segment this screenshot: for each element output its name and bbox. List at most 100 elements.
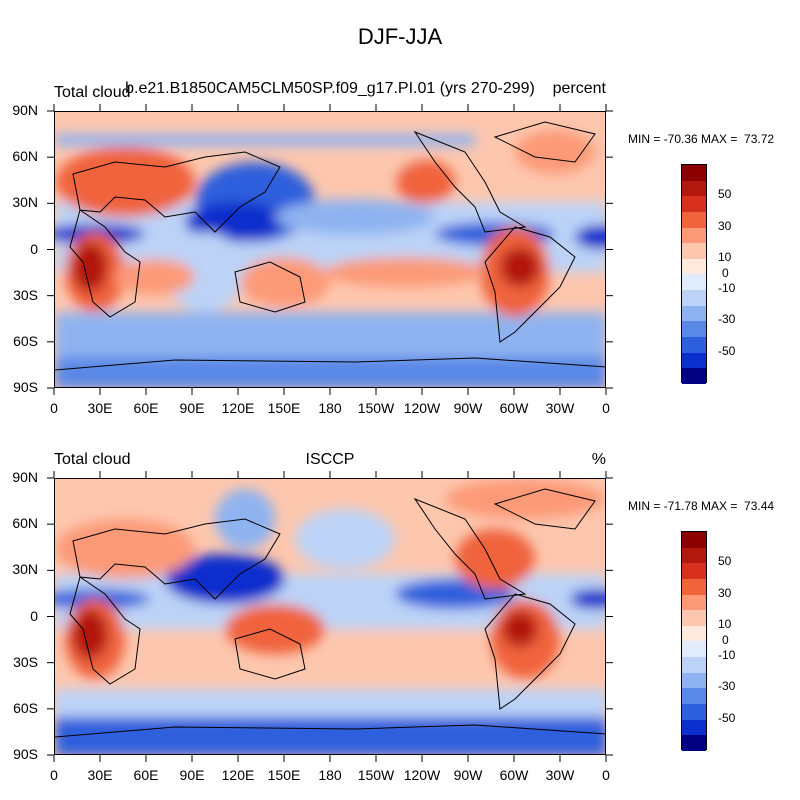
colorbar-segment — [682, 625, 706, 642]
colorbar-segment — [682, 672, 706, 689]
lon-tick-label: 60E — [133, 767, 159, 783]
colorbar-label: -10 — [718, 281, 736, 296]
map-field-model[interactable] — [54, 111, 606, 388]
lat-tick-label: 30N — [12, 561, 38, 578]
colorbar-segment — [682, 196, 706, 212]
colorbar-segment — [682, 735, 706, 751]
colorbar-segment — [682, 227, 706, 244]
colorbar-label: 30 — [718, 218, 732, 233]
colorbar-segment — [682, 688, 706, 705]
colorbar-label: 0 — [722, 632, 729, 647]
colorbar-segment — [682, 610, 706, 626]
lon-tick-label: 150E — [267, 767, 301, 783]
lat-tick-label: 0 — [30, 240, 38, 257]
colorbar-segment — [682, 594, 706, 611]
colorbar-segment — [682, 211, 706, 228]
lon-tick-label: 30E — [87, 767, 113, 783]
lon-tick-label: 60E — [133, 400, 159, 416]
lon-tick-label: 150E — [267, 400, 301, 416]
panel-minmax: MIN = -71.78 MAX = 73.44 — [628, 499, 775, 513]
lon-tick-label: 90E — [179, 767, 205, 783]
lon-tick-label: 150W — [357, 400, 395, 416]
panel-observations: Total cloud ISCCP % MIN = -71.78 MAX = 7… — [0, 367, 800, 755]
colorbar-segment — [682, 274, 706, 291]
lon-tick-label: 180 — [318, 400, 342, 416]
colorbar-segment — [682, 563, 706, 579]
lat-tick-label: 90N — [12, 102, 38, 118]
colorbar — [681, 531, 707, 751]
lon-tick-label: 0 — [50, 767, 58, 783]
lon-tick-label: 120W — [403, 767, 441, 783]
lon-tick-label: 30W — [545, 400, 575, 416]
lat-tick-label: 90N — [12, 469, 38, 485]
lon-tick-label: 30E — [87, 400, 113, 416]
colorbar — [681, 164, 707, 384]
lon-tick-label: 0 — [602, 400, 610, 416]
lat-tick-label: 60S — [13, 332, 38, 349]
contour-map — [55, 479, 605, 754]
colorbar-segment — [682, 657, 706, 673]
lon-tick-label: 120W — [403, 400, 441, 416]
colorbar-segment — [682, 641, 706, 658]
colorbar-label: 30 — [718, 585, 732, 600]
lat-tick-label: 30S — [13, 653, 38, 670]
lon-tick-label: 90W — [453, 400, 483, 416]
colorbar-segment — [682, 532, 706, 548]
colorbar-segment — [682, 719, 706, 736]
panel-variable-label: Total cloud — [54, 84, 131, 101]
lat-tick-label: 90S — [13, 379, 38, 395]
panel-units-label: % — [591, 451, 606, 468]
lon-tick-label: 150W — [357, 767, 395, 783]
colorbar-segment — [682, 578, 706, 595]
colorbar-segment — [682, 258, 706, 275]
lon-tick-label: 90E — [179, 400, 205, 416]
colorbar-segment — [682, 243, 706, 259]
lat-tick-label: 0 — [30, 607, 38, 624]
colorbar-segment — [682, 305, 706, 322]
colorbar-segment — [682, 180, 706, 197]
colorbar-label: 10 — [718, 616, 732, 631]
colorbar-label: 0 — [722, 265, 729, 280]
contour-map — [55, 112, 605, 387]
colorbar-segment — [682, 337, 706, 353]
panel-variable-label: Total cloud — [54, 451, 131, 468]
lat-tick-label: 90S — [13, 746, 38, 762]
lon-tick-label: 120E — [221, 767, 255, 783]
colorbar-segment — [682, 352, 706, 369]
lon-tick-label: 90W — [453, 767, 483, 783]
lon-tick-label: 60W — [499, 400, 529, 416]
colorbar-segment — [682, 704, 706, 720]
lon-tick-label: 30W — [545, 767, 575, 783]
colorbar-segment — [682, 368, 706, 384]
lat-tick-label: 60S — [13, 699, 38, 716]
lat-tick-label: 60N — [12, 515, 38, 532]
colorbar-label: -50 — [718, 343, 736, 358]
lat-tick-label: 30N — [12, 194, 38, 211]
panel-case-label: b.e21.B1850CAM5CLM50SP.f09_g17.PI.01 (yr… — [125, 80, 535, 97]
panel-case-label: ISCCP — [305, 451, 355, 468]
colorbar-label: -30 — [718, 312, 736, 327]
colorbar-label: 50 — [718, 554, 732, 569]
lon-tick-label: 0 — [602, 767, 610, 783]
colorbar-segment — [682, 547, 706, 564]
lon-tick-label: 120E — [221, 400, 255, 416]
lat-tick-label: 60N — [12, 148, 38, 165]
colorbar-label: -50 — [718, 710, 736, 725]
panel-model: Total cloud b.e21.B1850CAM5CLM50SP.f09_g… — [0, 0, 800, 388]
colorbar-label: 10 — [718, 249, 732, 264]
lat-tick-label: 30S — [13, 286, 38, 303]
colorbar-segment — [682, 165, 706, 181]
map-field-observations[interactable] — [54, 478, 606, 755]
colorbar-segment — [682, 290, 706, 306]
colorbar-label: -30 — [718, 679, 736, 694]
lon-tick-label: 60W — [499, 767, 529, 783]
colorbar-label: 50 — [718, 187, 732, 202]
lon-tick-label: 180 — [318, 767, 342, 783]
lon-tick-label: 0 — [50, 400, 58, 416]
colorbar-segment — [682, 321, 706, 338]
panel-units-label: percent — [552, 80, 606, 97]
panel-minmax: MIN = -70.36 MAX = 73.72 — [628, 132, 775, 146]
figure-title: DJF-JJA — [357, 24, 443, 49]
colorbar-label: -10 — [718, 648, 736, 663]
